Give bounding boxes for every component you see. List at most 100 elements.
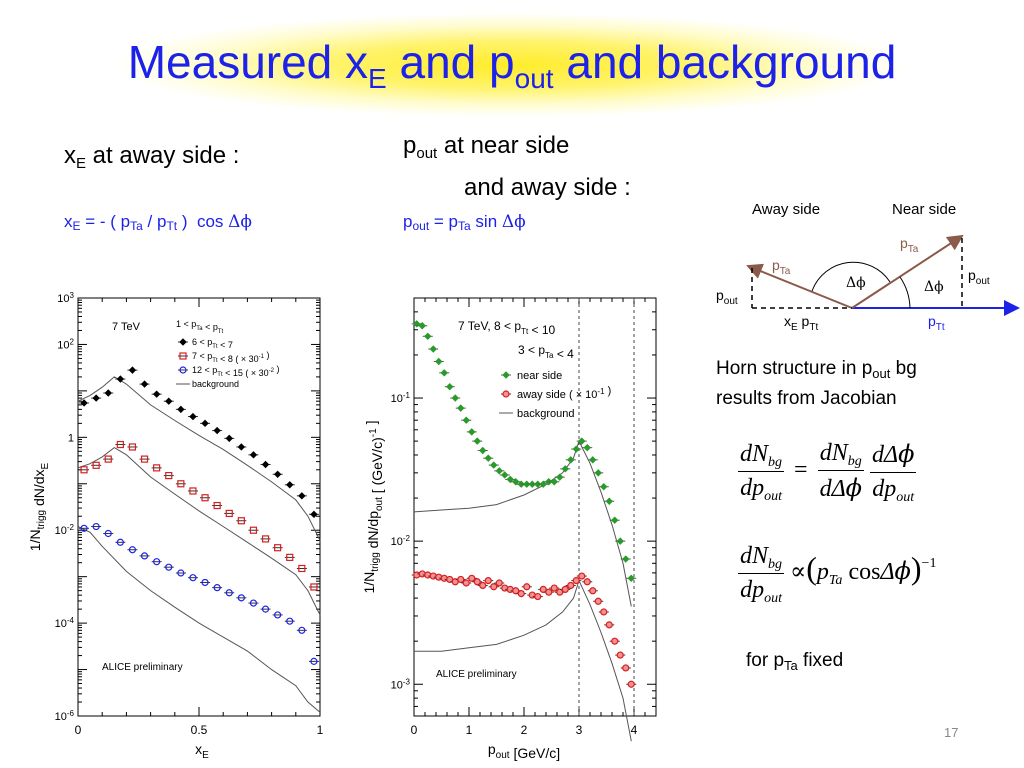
dphi-arc-away [811, 261, 891, 292]
data-point-s1 [296, 564, 307, 573]
data-point-s0-diamond [616, 537, 624, 545]
data-point-s0-diamond [189, 412, 197, 421]
data-point-s0-diamond [556, 473, 564, 481]
data-point-s0 [439, 369, 450, 377]
data-point-s1-square [165, 471, 173, 480]
data-point-s2-circle [92, 522, 100, 531]
data-point-s1-circle [545, 588, 553, 596]
data-point-s2-circle [261, 605, 270, 613]
data-point-s0-diamond [534, 480, 542, 488]
data-point-s1-circle [473, 578, 481, 586]
data-point-s2 [115, 538, 126, 546]
x-tick-label: 0 [75, 723, 82, 737]
data-point-s0-diamond [589, 456, 597, 464]
data-point-s0 [483, 454, 494, 462]
data-point-s0 [103, 389, 114, 397]
legend-entry-1: away side ( × 10-1 ) [517, 385, 611, 401]
data-point-s0 [139, 380, 150, 388]
data-point-s1-square [140, 455, 149, 463]
data-point-s1-square [237, 517, 245, 525]
data-point-s0 [433, 357, 444, 366]
data-point-s1-circle [616, 651, 624, 659]
x-tick-label: 0 [411, 723, 418, 737]
data-point-s1 [521, 583, 532, 591]
data-point-s0 [127, 366, 138, 374]
data-point-s0-diamond [545, 478, 553, 486]
data-point-s1 [127, 443, 138, 451]
pout-plot: 0 1 2 3 4 10-1 10-2 10-3 pout [GeV/c] 1/Ntrigg dN… [356, 282, 666, 768]
data-point-s0 [175, 405, 186, 414]
y-tick-label: 10-6 [55, 709, 75, 723]
data-point-s0 [461, 416, 472, 424]
data-point-s0 [444, 382, 455, 391]
data-point-s1 [163, 471, 174, 480]
data-point-s2-circle [128, 546, 137, 554]
data-point-s0 [587, 456, 598, 464]
data-point-s0 [472, 437, 483, 445]
data-point-s0 [505, 475, 516, 484]
data-point-s1 [187, 487, 198, 495]
data-point-s0-diamond [462, 416, 470, 424]
data-point-s0-diamond [92, 394, 100, 402]
data-point-s2 [163, 563, 174, 571]
legend-marker-1-square [179, 352, 187, 360]
dphi-arc-near [899, 276, 911, 309]
data-point-s0-diamond [451, 394, 459, 402]
data-point-s0 [163, 397, 174, 405]
data-point-s0-diamond [523, 480, 531, 488]
y-tick-label: 103 [57, 291, 74, 305]
data-point-s0-diamond [116, 375, 125, 383]
data-point-s0-diamond [457, 404, 465, 412]
pta-left-label: pTa [772, 257, 791, 277]
data-point-s0-diamond [201, 419, 209, 428]
data-point-s2 [187, 574, 198, 582]
legend-entry-2: 12 < pTt < 15 ( × 30-2 ) [192, 364, 280, 378]
data-point-s0-diamond [213, 426, 221, 435]
data-point-s0-diamond [627, 574, 635, 583]
data-point-s0 [538, 480, 549, 488]
data-point-s1-circle [605, 621, 613, 629]
y-tick-label: 10-3 [391, 677, 411, 691]
data-point-s0-diamond [611, 516, 619, 524]
data-point-s1-square [261, 535, 270, 543]
legend-title: 1 < pTa < pTt [176, 319, 224, 335]
pout-heading: pout at near side [403, 132, 570, 162]
data-point-s0 [236, 443, 247, 451]
x-tick-label: 0.5 [191, 723, 208, 737]
data-point-s0-diamond [298, 492, 306, 500]
legend-marker-0 [501, 371, 511, 379]
data-point-s0-diamond [506, 475, 514, 484]
x-axis-label: xE [195, 741, 209, 761]
data-point-s0 [422, 332, 433, 341]
data-point-s0 [609, 516, 620, 524]
data-point-s2 [308, 657, 319, 665]
data-point-s0-diamond [413, 320, 421, 328]
data-point-s0 [488, 461, 499, 469]
xe-heading: xE at away side : [64, 142, 240, 172]
data-point-s0 [477, 446, 488, 455]
data-point-s1 [115, 440, 126, 449]
data-point-s0 [499, 471, 510, 479]
data-point-s0 [296, 492, 307, 500]
data-point-s1-circle [589, 587, 597, 595]
data-point-s1-circle [556, 588, 564, 596]
data-point-s2-circle [140, 552, 149, 560]
data-point-s0 [604, 497, 615, 505]
data-point-s2 [151, 558, 162, 566]
data-point-s1 [224, 509, 235, 518]
data-point-s2 [103, 529, 114, 538]
data-point-s1-circle [462, 579, 470, 587]
data-point-s1-circle [479, 581, 487, 590]
background-curve-2 [77, 526, 321, 713]
data-point-s1 [549, 584, 560, 592]
energy-annotation: 7 TeV, 8 < pTt < 10 [458, 319, 556, 337]
data-point-s0 [428, 345, 439, 353]
x-tick-label: 2 [521, 723, 528, 737]
y-tick-label: 102 [57, 337, 74, 351]
data-point-s0-diamond [517, 480, 525, 488]
data-point-s2-circle [104, 529, 112, 538]
legend-entry-0: near side [517, 370, 562, 382]
data-point-s2 [224, 589, 235, 597]
data-point-s1 [604, 621, 615, 629]
data-point-s1-circle [517, 589, 525, 598]
